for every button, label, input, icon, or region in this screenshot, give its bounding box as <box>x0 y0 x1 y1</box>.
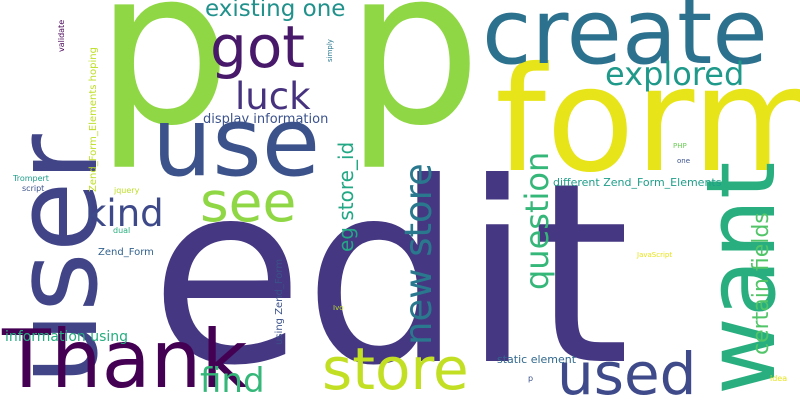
word-new-store: new store <box>397 163 440 345</box>
word-dual: dual <box>113 226 131 235</box>
word-jquery: jquery <box>114 186 140 195</box>
word-zend-form: Zend_Form <box>98 247 154 258</box>
word-edit: edit <box>150 129 630 400</box>
word-different-zend: different Zend_Form_Elements <box>553 176 722 189</box>
word-got: got <box>210 13 306 81</box>
word-eg-store-id: eg store_id <box>334 141 358 252</box>
word-using-zend-form: using Zend_Form <box>274 258 285 345</box>
word-simply: simply <box>326 39 334 62</box>
word-question: question <box>518 151 556 290</box>
word-form: form <box>495 36 800 205</box>
word-existing-one: existing one <box>205 0 346 22</box>
word-information-using: information using <box>5 329 129 345</box>
word-display-information: display information <box>203 112 329 127</box>
word-idea: idea <box>770 374 788 383</box>
word-one: one <box>677 157 691 165</box>
word-explored: explored <box>605 55 745 93</box>
word-used: used <box>557 340 697 400</box>
word-trompert: Trompert <box>13 174 49 183</box>
word-find: find <box>200 361 265 400</box>
word-javascript: JavaScript <box>637 251 673 259</box>
word-use: use <box>152 88 321 198</box>
word-script: script <box>22 184 45 193</box>
word-kind: kind <box>85 192 164 235</box>
word-p-right: p <box>345 0 482 173</box>
word-thank: Thank <box>2 313 248 400</box>
word-store: store <box>322 335 469 400</box>
word-p-small: p <box>528 374 534 383</box>
word-want: want <box>687 161 797 395</box>
word-ivo: Ivo <box>333 304 344 312</box>
word-see: see <box>200 170 297 234</box>
word-zend-hoping: Zend_Form_Elements hoping <box>88 47 99 192</box>
word-static-element: static element <box>497 353 577 366</box>
word-certain-fields: certain fields <box>749 212 774 355</box>
word-p-left: p <box>95 0 232 173</box>
word-create: create <box>482 0 768 85</box>
word-php: PHP <box>673 142 687 150</box>
word-validate: validate <box>57 19 66 52</box>
word-luck: luck <box>235 75 311 118</box>
